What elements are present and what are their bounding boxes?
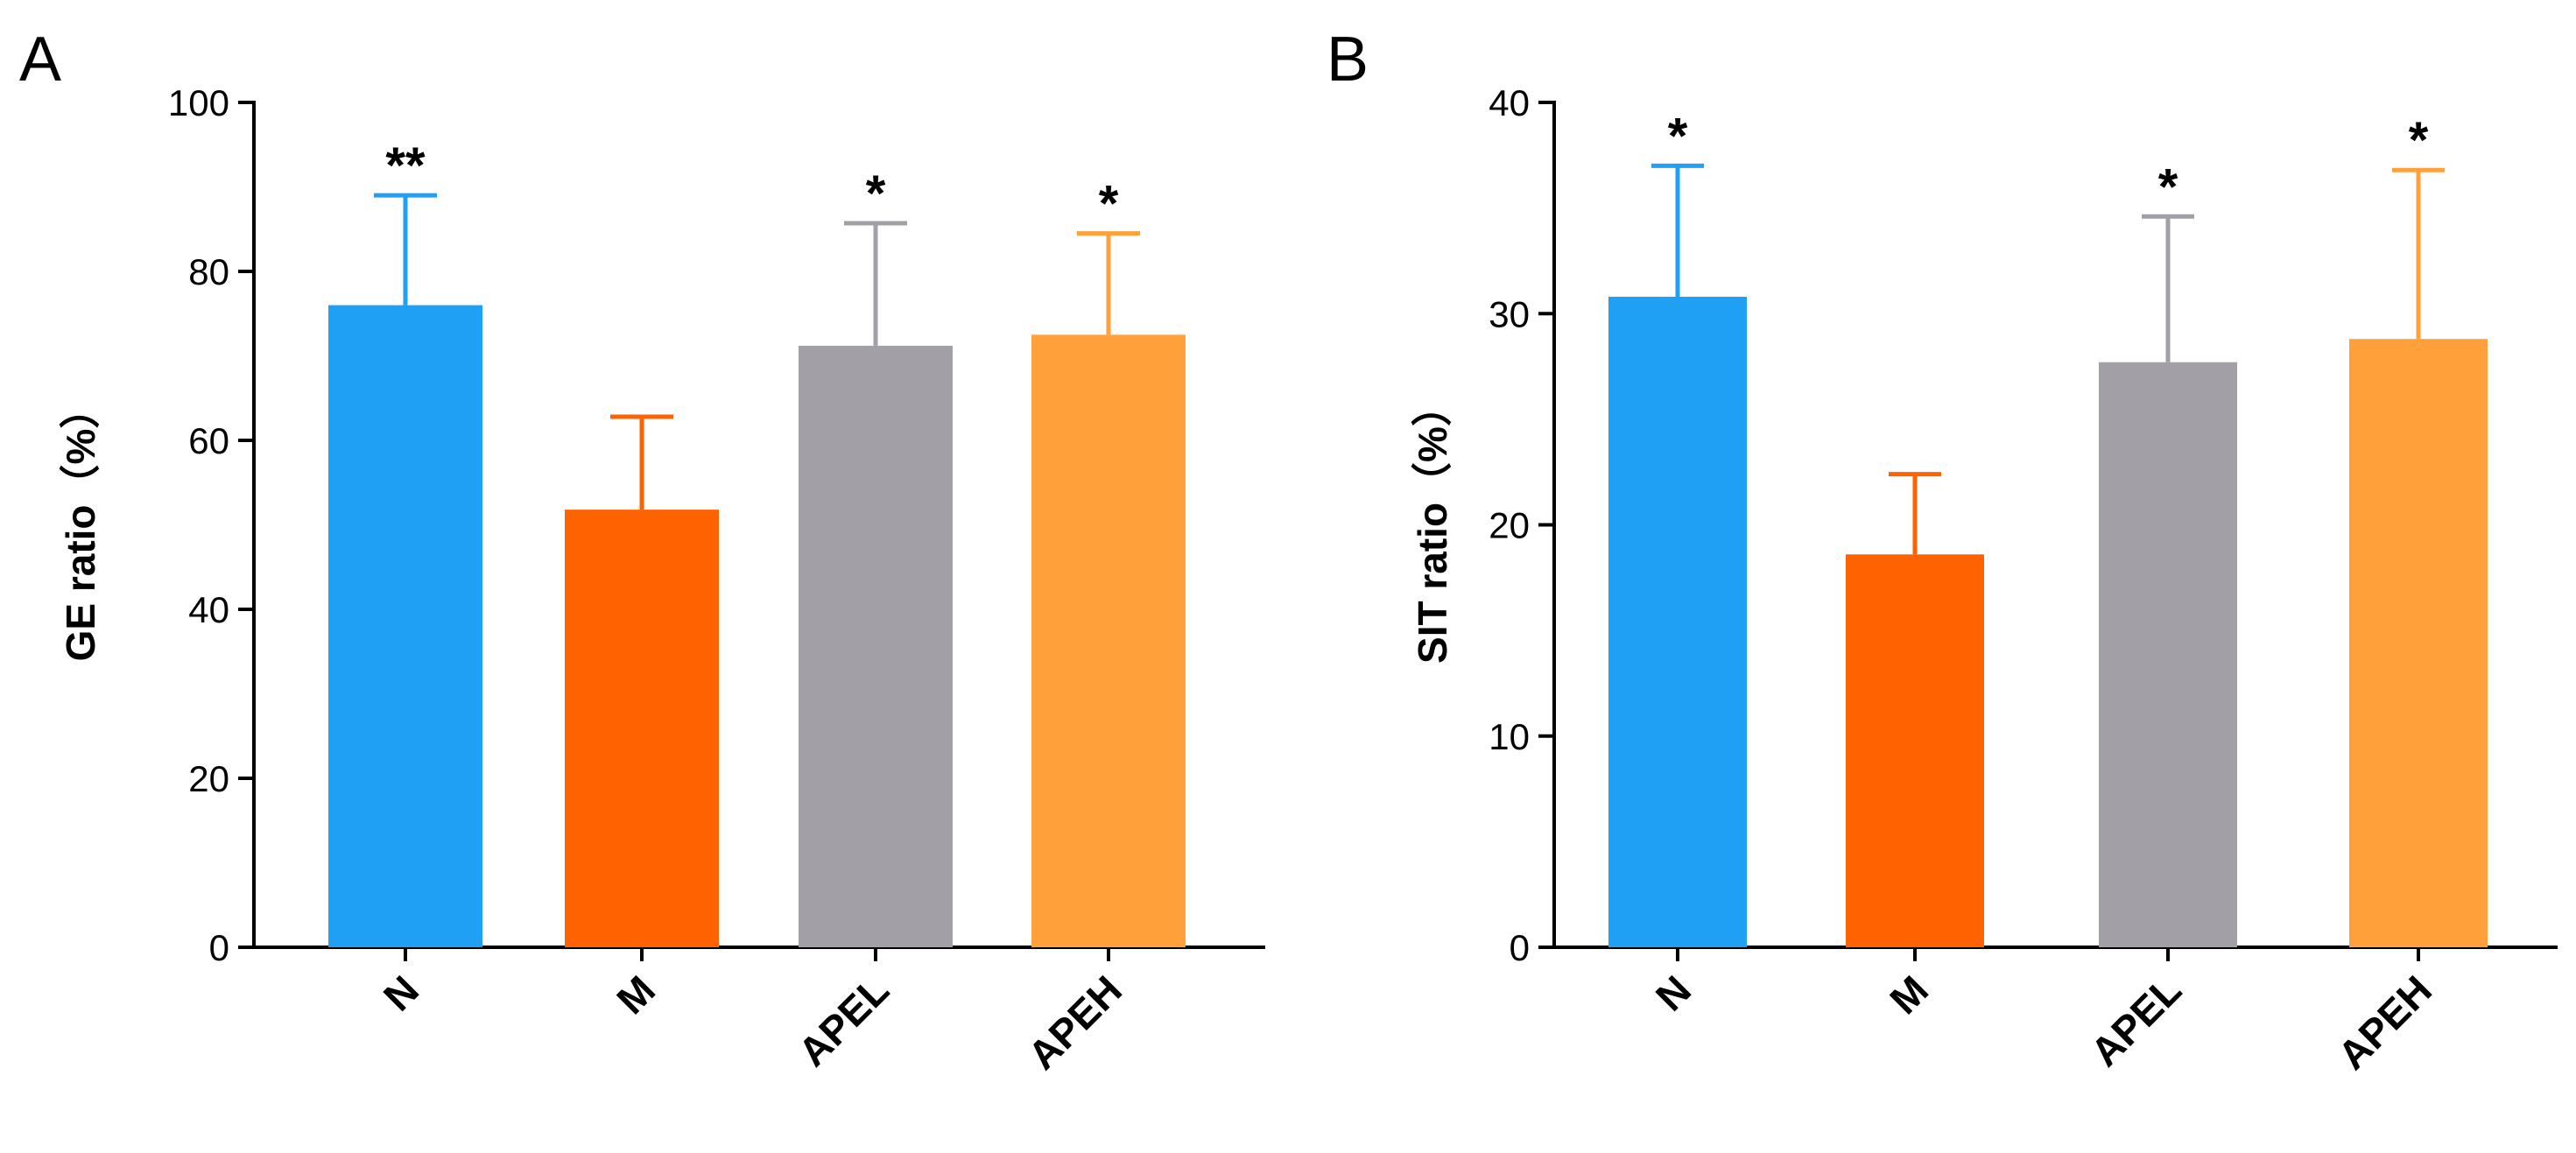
panel-b: B SIT ratio（%） N M APEL APEH 0 10 20 30 40 * * *	[1327, 25, 2558, 1078]
bar-n	[1608, 296, 1747, 947]
bar-apel	[2099, 362, 2237, 947]
x-tick-label-n: N	[375, 967, 427, 1019]
y-tick-label: 40	[188, 589, 229, 630]
y-tick-label: 0	[1510, 927, 1530, 968]
y-tick-label: 0	[209, 927, 229, 968]
bar-n	[328, 305, 482, 948]
y-axis-label-a: GE ratio（%）	[58, 389, 103, 662]
x-tick-label-apel: APEL	[790, 967, 898, 1075]
panel-letter-b: B	[1327, 25, 1369, 95]
y-tick-label: 100	[168, 82, 229, 123]
bars-a: ** * *	[328, 137, 1186, 948]
x-tick-label-m: M	[1881, 967, 1937, 1023]
x-tick-label-apeh: APEH	[2329, 967, 2440, 1078]
bar-m	[1846, 554, 1984, 947]
y-tick-label: 10	[1489, 716, 1530, 757]
significance-marker-n: *	[1668, 108, 1688, 165]
bar-apeh	[2349, 339, 2488, 947]
x-tick-label-m: M	[608, 967, 664, 1023]
panel-letter-a: A	[19, 25, 61, 95]
y-tick-label: 30	[1489, 293, 1530, 334]
bars-b: * * *	[1608, 108, 2488, 947]
y-tick-label: 60	[188, 420, 229, 461]
y-tick-label: 20	[1489, 505, 1530, 546]
y-tick-label: 20	[188, 758, 229, 799]
significance-marker-n: **	[385, 137, 426, 194]
significance-marker-apel: *	[2158, 158, 2178, 215]
significance-marker-apel: *	[866, 165, 886, 222]
x-tick-label-apeh: APEH	[1019, 967, 1130, 1078]
bar-apel	[799, 345, 953, 947]
x-tick-label-n: N	[1647, 967, 1700, 1019]
bar-m	[565, 510, 719, 947]
significance-marker-apeh: *	[2409, 112, 2429, 169]
x-tick-label-apel: APEL	[2082, 967, 2191, 1075]
y-tick-label: 40	[1489, 82, 1530, 123]
bar-apeh	[1031, 334, 1186, 947]
y-tick-label: 80	[188, 251, 229, 292]
significance-marker-apeh: *	[1099, 176, 1119, 233]
y-axis-label-b: SIT ratio（%）	[1410, 386, 1455, 664]
